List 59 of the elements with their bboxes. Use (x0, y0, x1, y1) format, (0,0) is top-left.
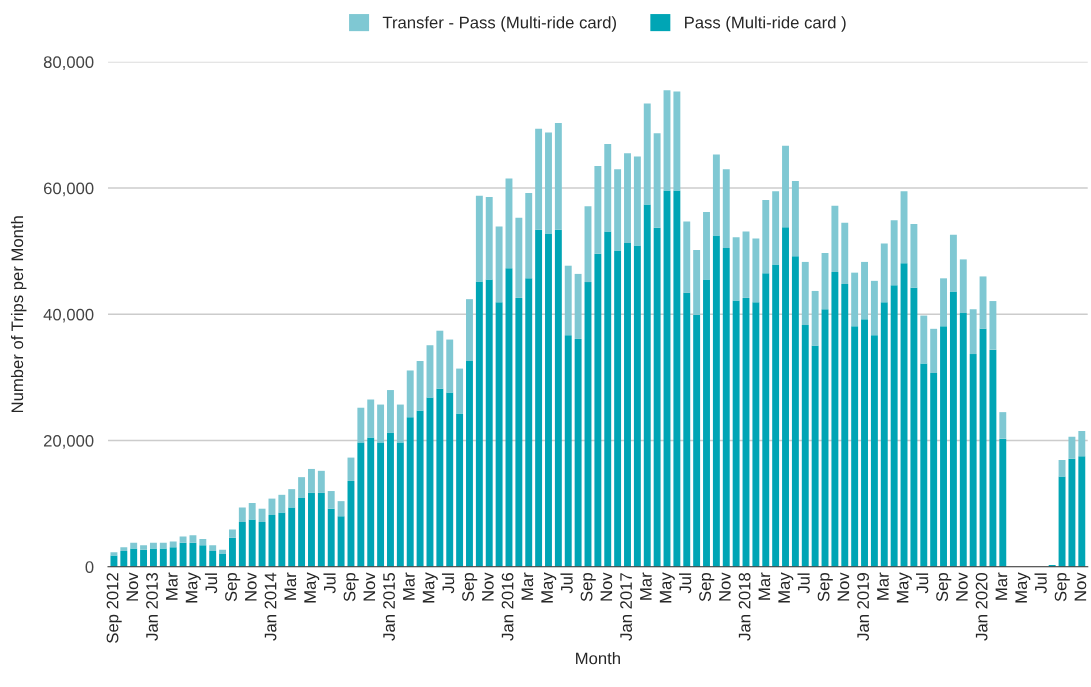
x-tick-label: Sep (580, 573, 596, 602)
x-tick-label: May (778, 572, 794, 603)
x-tick-label: Sep 2012 (106, 573, 122, 643)
x-tick-label: May (422, 572, 438, 603)
x-tick-label: Jul (323, 573, 336, 594)
x-tick-label: Sep (1054, 573, 1070, 602)
x-tick-label: Nov (363, 572, 376, 601)
x-tick-label: Jul (916, 573, 929, 594)
y-tick-label: 0 (85, 561, 94, 573)
x-tick-label: Sep (936, 573, 952, 602)
x-tick-label: Mar (758, 572, 771, 600)
x-tick-label: Mar (403, 572, 415, 600)
x-tick-label: Jul (441, 573, 455, 594)
x-tick-label: Jan 2016 (501, 573, 514, 641)
x-tick-label: Mar (521, 572, 534, 600)
y-axis-title: Number of Trips per Month (10, 216, 27, 413)
legend-label: Pass (Multi-ride card ) (685, 16, 846, 32)
y-tick-label: 60,000 (44, 182, 94, 197)
y-tick-label: 20,000 (43, 434, 94, 449)
x-tick-label: Mar (640, 572, 652, 600)
x-tick-label: May (896, 572, 912, 603)
x-tick-label: Sep (462, 573, 478, 602)
x-tick-label: Sep (343, 573, 359, 602)
x-axis-title: Month (576, 652, 620, 665)
x-tick-label: Jan 2014 (264, 572, 277, 641)
x-tick-label: Nov (837, 572, 850, 601)
x-tick-label: Sep (817, 573, 833, 602)
x-tick-label: Nov (245, 572, 257, 601)
x-tick-label: Jul (797, 573, 810, 594)
x-tick-label: Jul (560, 573, 573, 594)
x-tick-label: Jan 2020 (975, 572, 988, 641)
x-tick-label: Mar (284, 572, 297, 600)
y-tick-label: 40,000 (43, 308, 94, 323)
x-tick-label: Mar (877, 572, 889, 600)
x-tick-label: Nov (126, 572, 139, 601)
x-tick-label: Mar (166, 572, 178, 600)
x-tick-label: Sep (699, 573, 715, 602)
x-tick-label: Jan 2019 (857, 573, 869, 641)
x-tick-label: Nov (482, 572, 494, 601)
x-tick-label: Jan 2013 (146, 573, 158, 641)
y-tick-label: 80,000 (43, 56, 94, 70)
x-tick-label: May (659, 572, 675, 603)
x-tick-label: Jan 2017 (620, 573, 632, 641)
x-tick-label: May (185, 572, 201, 603)
x-tick-label: Nov (956, 572, 968, 601)
x-tick-label: Jan 2018 (738, 573, 751, 641)
x-tick-label: May (1015, 572, 1031, 603)
x-tick-label: Nov (719, 572, 731, 601)
x-tick-label: Mar (995, 572, 1008, 600)
x-tick-label: Nov (600, 572, 613, 601)
x-tick-label: May (304, 572, 320, 603)
legend-label: Transfer - Pass (Multi-ride card) (382, 16, 616, 32)
x-tick-label: Jul (1034, 573, 1047, 594)
x-tick-label: Jan 2015 (383, 573, 395, 641)
x-tick-label: May (541, 572, 557, 603)
x-tick-label: Sep (225, 573, 241, 602)
x-tick-label: Jul (204, 573, 218, 594)
x-tick-label: Nov (1074, 572, 1087, 601)
x-tick-label: Jul (678, 573, 692, 594)
